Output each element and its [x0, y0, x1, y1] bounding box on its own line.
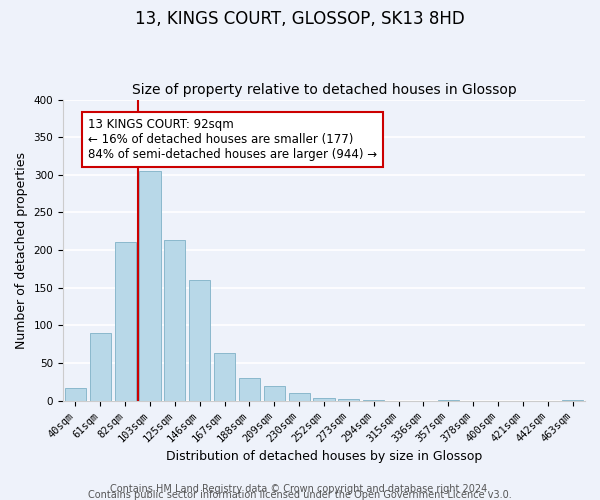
Text: 13 KINGS COURT: 92sqm
← 16% of detached houses are smaller (177)
84% of semi-det: 13 KINGS COURT: 92sqm ← 16% of detached …: [88, 118, 377, 162]
Bar: [189, 280, 210, 400]
Text: Contains HM Land Registry data © Crown copyright and database right 2024.: Contains HM Land Registry data © Crown c…: [110, 484, 490, 494]
Bar: [313, 398, 335, 400]
X-axis label: Distribution of detached houses by size in Glossop: Distribution of detached houses by size …: [166, 450, 482, 462]
Text: 13, KINGS COURT, GLOSSOP, SK13 8HD: 13, KINGS COURT, GLOSSOP, SK13 8HD: [135, 10, 465, 28]
Y-axis label: Number of detached properties: Number of detached properties: [15, 152, 28, 348]
Bar: [139, 171, 161, 400]
Bar: [115, 242, 136, 400]
Bar: [90, 333, 111, 400]
Bar: [65, 388, 86, 400]
Bar: [239, 378, 260, 400]
Bar: [214, 353, 235, 401]
Bar: [264, 386, 285, 400]
Bar: [289, 393, 310, 400]
Bar: [164, 240, 185, 400]
Bar: [338, 399, 359, 400]
Text: Contains public sector information licensed under the Open Government Licence v3: Contains public sector information licen…: [88, 490, 512, 500]
Title: Size of property relative to detached houses in Glossop: Size of property relative to detached ho…: [131, 83, 517, 97]
